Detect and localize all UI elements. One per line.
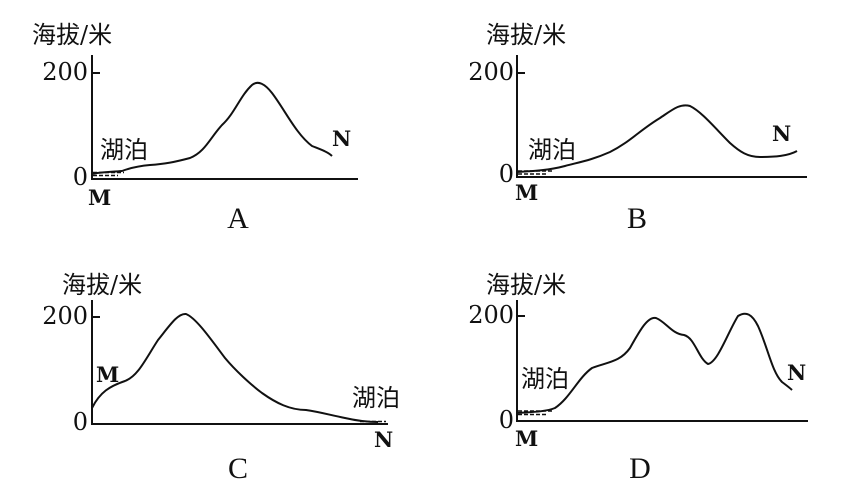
tick-0: 0 <box>499 160 514 188</box>
lake <box>93 171 124 177</box>
panel-d: 海拔/米 200 0 湖泊 M N D <box>468 271 808 485</box>
y-axis-label: 海拔/米 <box>32 21 112 49</box>
point-m: M <box>88 185 111 210</box>
lake-label: 湖泊 <box>521 365 569 393</box>
tick-200: 200 <box>468 301 514 329</box>
panel-a: 海拔/米 200 0 湖泊 M N A <box>32 21 358 235</box>
tick-0: 0 <box>73 163 88 191</box>
lake-label: 湖泊 <box>528 136 576 164</box>
point-m: M <box>96 362 119 387</box>
point-n: N <box>772 121 791 146</box>
y-axis-label: 海拔/米 <box>62 271 142 299</box>
point-n: N <box>332 126 351 151</box>
panel-letter: B <box>627 202 647 235</box>
terrain-profile <box>91 312 379 423</box>
point-m: M <box>515 180 538 205</box>
terrain-profile <box>91 81 333 175</box>
y-axis-label: 海拔/米 <box>486 21 566 49</box>
lake-label: 湖泊 <box>100 136 148 164</box>
tick-200: 200 <box>42 58 88 86</box>
lake <box>518 170 552 175</box>
panel-letter: D <box>629 452 651 485</box>
tick-200: 200 <box>468 58 514 86</box>
axes <box>91 55 358 180</box>
panel-letter: A <box>227 202 249 235</box>
axes <box>91 300 388 425</box>
lake <box>518 410 553 416</box>
terrain-profile <box>516 104 798 173</box>
axes <box>516 55 807 178</box>
axes <box>516 300 808 422</box>
tick-0: 0 <box>73 408 88 436</box>
point-n: N <box>374 427 393 452</box>
point-n: N <box>787 360 806 385</box>
panel-c: 海拔/米 200 0 湖泊 M N C <box>42 271 400 485</box>
panel-b: 海拔/米 200 0 湖泊 M N B <box>468 21 807 235</box>
panel-letter: C <box>228 452 248 485</box>
tick-0: 0 <box>499 406 514 434</box>
y-axis-label: 海拔/米 <box>486 271 566 299</box>
point-m: M <box>515 426 538 451</box>
terrain-profile <box>516 312 793 414</box>
lake-label: 湖泊 <box>352 384 400 412</box>
tick-200: 200 <box>42 302 88 330</box>
